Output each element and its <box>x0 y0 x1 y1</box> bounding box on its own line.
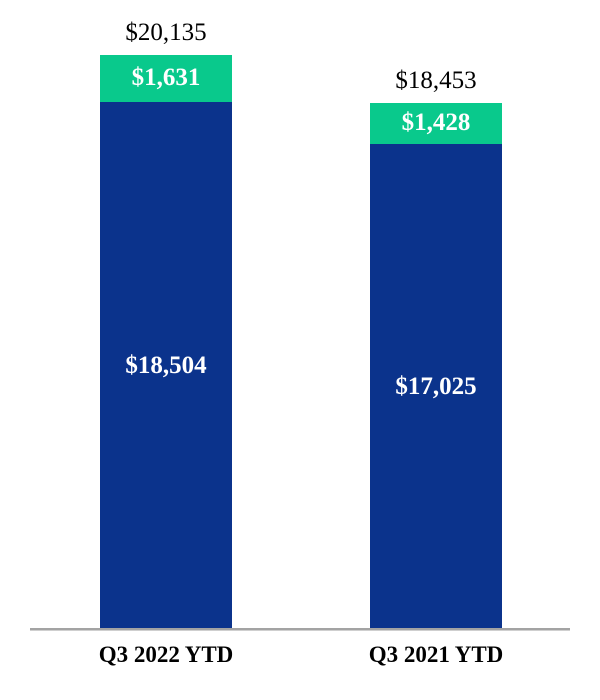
segment-value-label: $18,504 <box>125 351 207 379</box>
total-value-label: $20,135 <box>125 18 207 46</box>
bar-q3-2021-ytd: $1,428 $17,025 <box>370 103 502 630</box>
bar-segment-bottom: $17,025 <box>370 143 502 630</box>
bar-group-q3-2021-ytd: $18,453 $1,428 $17,025 <box>370 67 502 630</box>
bar-segment-top: $1,428 <box>370 103 502 144</box>
x-axis-label-q3-2021-ytd: Q3 2021 YTD <box>368 642 504 667</box>
segment-value-label: $17,025 <box>395 372 477 400</box>
segment-value-label: $1,428 <box>401 109 471 137</box>
bar-segment-bottom: $18,504 <box>100 101 232 630</box>
total-value-label: $18,453 <box>395 66 477 94</box>
bar-segment-top: $1,631 <box>100 55 232 102</box>
bar-q3-2022-ytd: $1,631 $18,504 <box>100 55 232 630</box>
x-axis-label-q3-2022-ytd: Q3 2022 YTD <box>98 642 234 667</box>
bar-group-q3-2022-ytd: $20,135 $1,631 $18,504 <box>100 19 232 630</box>
x-axis-line <box>30 628 570 631</box>
segment-value-label: $1,631 <box>131 64 201 92</box>
